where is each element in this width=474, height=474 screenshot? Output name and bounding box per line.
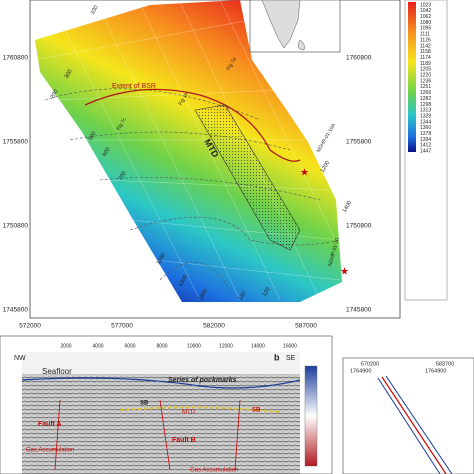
india-outline [261, 0, 301, 49]
well-star: ★ [340, 267, 349, 278]
colorbar-label: 1042 [420, 8, 431, 14]
water-column [22, 352, 300, 374]
seafloor-line [21, 377, 301, 389]
panel-label: b [274, 352, 280, 362]
colorbar-label: 1220 [420, 73, 431, 79]
survey-track [377, 375, 453, 474]
x-axis-label: 12000 [219, 343, 233, 349]
colorbar-label: 1236 [420, 78, 431, 84]
contour-label: 300 [64, 69, 74, 80]
contour-label: 1400 [342, 200, 353, 214]
contour-label: 120 [262, 287, 272, 298]
colorbar-label: 1313 [420, 108, 431, 114]
label: MTD [182, 410, 196, 416]
x-axis-label: 10000 [187, 343, 201, 349]
seismic-image [22, 366, 300, 474]
sri-lanka [297, 39, 305, 51]
x-axis-label: 570200 [361, 361, 379, 367]
location-panel [342, 357, 474, 474]
y-axis-label: 1764900 [425, 368, 446, 374]
contour-label: 1400 [198, 288, 209, 302]
colorbar-label: 1062 [420, 14, 431, 20]
colorbar [408, 2, 416, 152]
y-axis-label: 1750800 [3, 223, 29, 230]
label: Series of pockmarks [168, 377, 237, 384]
label: Fault A [38, 421, 61, 428]
x-axis-label: 587000 [295, 323, 317, 330]
contour-label: 140 [238, 291, 248, 302]
x-axis-label: 583700 [436, 361, 454, 367]
colorbar-label: 1095 [420, 26, 431, 32]
y-axis-label: 1750800 [346, 223, 372, 230]
label: Seafloor [42, 367, 72, 376]
y-axis-label: 1745800 [3, 307, 29, 314]
x-axis-label: 2000 [60, 343, 71, 349]
y-axis-label: 1764900 [350, 368, 371, 374]
colorbar-label: 1378 [420, 131, 431, 137]
colorbar-label: 1251 [420, 84, 431, 90]
x-axis-label: 6000 [124, 343, 135, 349]
mtd-area [194, 104, 301, 251]
x-axis-label: 8000 [156, 343, 167, 349]
contour-label: 700 [118, 171, 128, 182]
contour-label: 100 [90, 5, 100, 16]
colorbar-label: 1080 [420, 20, 431, 26]
faults [54, 399, 241, 471]
colorbar-label: 1158 [420, 49, 431, 55]
x-axis-label: 4000 [92, 343, 103, 349]
label: SB [140, 401, 149, 407]
label: Gas Accumulation [26, 448, 74, 454]
colorbar-label: 1023 [420, 2, 431, 8]
colorbar-label: 1344 [420, 119, 431, 125]
label: SB [252, 408, 261, 414]
contour-label: 600 [102, 147, 112, 158]
colorbar-label: 1412 [420, 143, 431, 149]
colorbar-label: 1328 [420, 113, 431, 119]
x-axis-label: 582000 [203, 323, 225, 330]
sb-line [119, 406, 281, 413]
colorbar-label: 1447 [420, 149, 431, 155]
colorbar-label: 1174 [420, 55, 431, 61]
section-colorbar [304, 365, 318, 467]
survey-grid [34, 0, 346, 301]
y-axis-label: 1760800 [3, 55, 29, 62]
colorbar-label: 1394 [420, 137, 431, 143]
section-line [381, 376, 447, 474]
colorbar-label: 1282 [420, 96, 431, 102]
contour-label: 500 [88, 131, 98, 142]
contour-label: 1200 [320, 160, 331, 174]
label: Fault B [172, 437, 196, 444]
colorbar-label: 1142 [420, 43, 431, 49]
well-star: ★ [300, 168, 309, 179]
label: NW [14, 355, 26, 362]
x-axis-label: 16000 [283, 343, 297, 349]
colorbar-label: 1189 [420, 61, 431, 67]
colorbar-label: 1111 [420, 32, 430, 38]
colorbar-label: 1266 [420, 90, 431, 96]
contour-label: 200 [50, 89, 60, 100]
y-axis-label: 1745800 [346, 307, 372, 314]
x-axis-label: 577000 [111, 323, 133, 330]
contour-label: 1300 [178, 274, 189, 288]
bsr-line [84, 88, 301, 162]
y-axis-label: 1755800 [3, 139, 29, 146]
y-axis-label: 1760800 [346, 55, 372, 62]
x-axis-label: 572000 [19, 323, 41, 330]
annotation: Extent of BSR [112, 83, 156, 90]
label: SE [286, 355, 296, 362]
colorbar-label: 1298 [420, 102, 431, 108]
contour-label: 1100 [156, 252, 167, 265]
y-axis-label: 1755800 [346, 139, 372, 146]
colorbar-label: 1360 [420, 125, 431, 131]
x-axis-label: 14000 [251, 343, 265, 349]
colorbar-label: 1126 [420, 37, 431, 43]
label: Gas Accumulation [190, 468, 238, 474]
colorbar-label: 1205 [420, 67, 431, 73]
